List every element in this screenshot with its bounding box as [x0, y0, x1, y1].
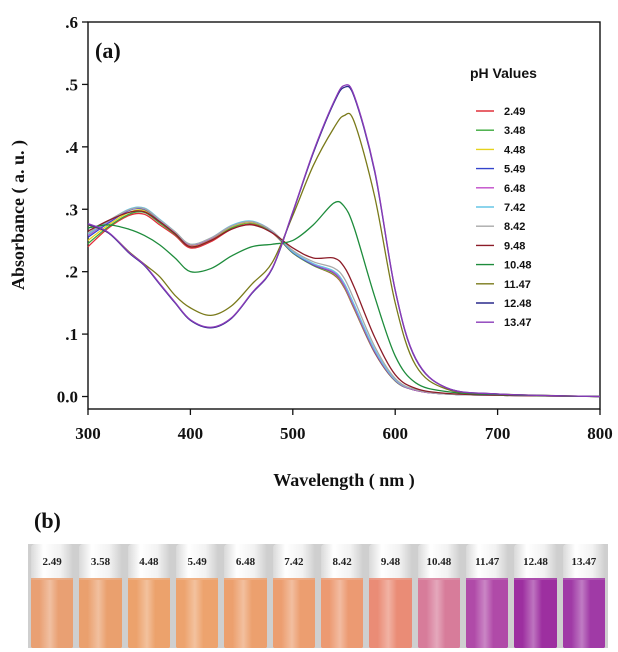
vial-label: 5.49 — [187, 556, 207, 568]
legend-label: 8.42 — [504, 221, 525, 233]
vial-label: 8.42 — [332, 556, 352, 568]
vial-liquid — [466, 580, 509, 648]
series-line-10.48 — [87, 200, 601, 398]
series-line-13.47 — [87, 83, 601, 398]
series-curves — [87, 83, 601, 398]
y-axis-title: Absorbance ( a. u. ) — [8, 140, 29, 290]
legend-title: pH Values — [470, 65, 537, 81]
legend-label: 10.48 — [504, 260, 532, 272]
x-axis-ticks: 300 400 500 600 700 800 — [75, 409, 613, 443]
vial-label: 10.48 — [426, 556, 452, 568]
vial-liquid — [514, 580, 557, 648]
x-tick-label: 500 — [280, 424, 306, 443]
vial: 10.48 — [417, 544, 460, 648]
legend-label: 12.48 — [504, 298, 532, 310]
legend-label: 5.49 — [504, 164, 525, 176]
series-line-8.42 — [87, 207, 601, 398]
vial-label: 3.58 — [90, 556, 111, 568]
vial-label: 9.48 — [380, 556, 401, 568]
series-line-9.48 — [87, 210, 601, 398]
legend-label: 4.48 — [504, 144, 525, 156]
vial-label: 4.48 — [139, 556, 159, 568]
vial: 5.49 — [176, 544, 219, 648]
vial-label: 2.49 — [42, 556, 62, 568]
vial-liquid — [127, 580, 170, 648]
vial: 3.58 — [79, 544, 122, 648]
vial-liquid — [31, 580, 74, 648]
vial: 8.42 — [321, 544, 364, 648]
y-tick-label: 0.0 — [57, 388, 78, 407]
x-tick-label: 600 — [382, 424, 408, 443]
vial: 4.48 — [127, 544, 170, 648]
vial-liquid — [79, 580, 122, 648]
vial: 2.49 — [31, 544, 74, 648]
panel-b-label: (b) — [34, 508, 61, 533]
y-tick-label: .1 — [65, 325, 78, 344]
vial-label: 13.47 — [571, 556, 597, 568]
y-axis-ticks: 0.0 .1 .2 .3 .4 .5 .6 — [57, 13, 88, 407]
y-tick-label: .2 — [65, 263, 78, 282]
y-tick-label: .3 — [65, 200, 78, 219]
vial-label: 7.42 — [284, 556, 304, 568]
vial-label: 12.48 — [523, 556, 548, 568]
vial-liquid — [272, 580, 315, 648]
legend-label: 7.42 — [504, 202, 525, 214]
panel-a-label: (a) — [95, 38, 121, 63]
vial: 6.48 — [224, 544, 267, 648]
x-tick-label: 700 — [485, 424, 511, 443]
vial-label: 6.48 — [235, 556, 256, 568]
vial-liquid — [224, 580, 267, 648]
legend-label: 6.48 — [504, 183, 525, 195]
vial-liquid — [176, 580, 219, 648]
vial: 9.48 — [369, 544, 412, 648]
legend-label: 3.48 — [504, 125, 525, 137]
y-tick-label: .4 — [65, 138, 78, 157]
vial-liquid — [369, 580, 412, 648]
x-tick-label: 800 — [587, 424, 613, 443]
legend: 2.49 3.48 4.48 5.49 6.48 7.42 8.42 9.48 10.48 11.… — [476, 106, 532, 329]
x-axis-title: Wavelength ( nm ) — [273, 470, 415, 491]
y-tick-label: .6 — [65, 13, 78, 32]
legend-label: 13.47 — [504, 317, 532, 329]
vial-liquid — [417, 580, 460, 648]
series-line-11.47 — [87, 112, 601, 398]
legend-label: 2.49 — [504, 106, 525, 118]
x-tick-label: 300 — [75, 424, 101, 443]
legend-label: 11.47 — [504, 279, 531, 291]
vial: 12.48 — [514, 544, 557, 648]
absorbance-chart: 300 400 500 600 700 800 0.0 .1 .2 .3 .4 .5 .6 (a) W… — [8, 13, 613, 491]
vial: 13.47 — [562, 544, 605, 648]
legend-label: 9.48 — [504, 240, 525, 252]
vial-liquid — [321, 580, 364, 648]
y-tick-label: .5 — [65, 75, 78, 94]
plot-frame — [87, 21, 601, 410]
vial-photo-strip: 2.49 3.58 4.48 5.49 6.48 7.42 8.42 9.48 10.48 11.… — [28, 544, 608, 648]
vial: 7.42 — [272, 544, 315, 648]
vial-liquid — [562, 580, 605, 648]
chart-svg: 300 400 500 600 700 800 0.0 .1 .2 .3 .4 .5 .6 (a) W… — [8, 13, 613, 491]
vial: 11.47 — [466, 544, 509, 648]
vial-label: 11.47 — [475, 556, 500, 568]
x-tick-label: 400 — [178, 424, 204, 443]
